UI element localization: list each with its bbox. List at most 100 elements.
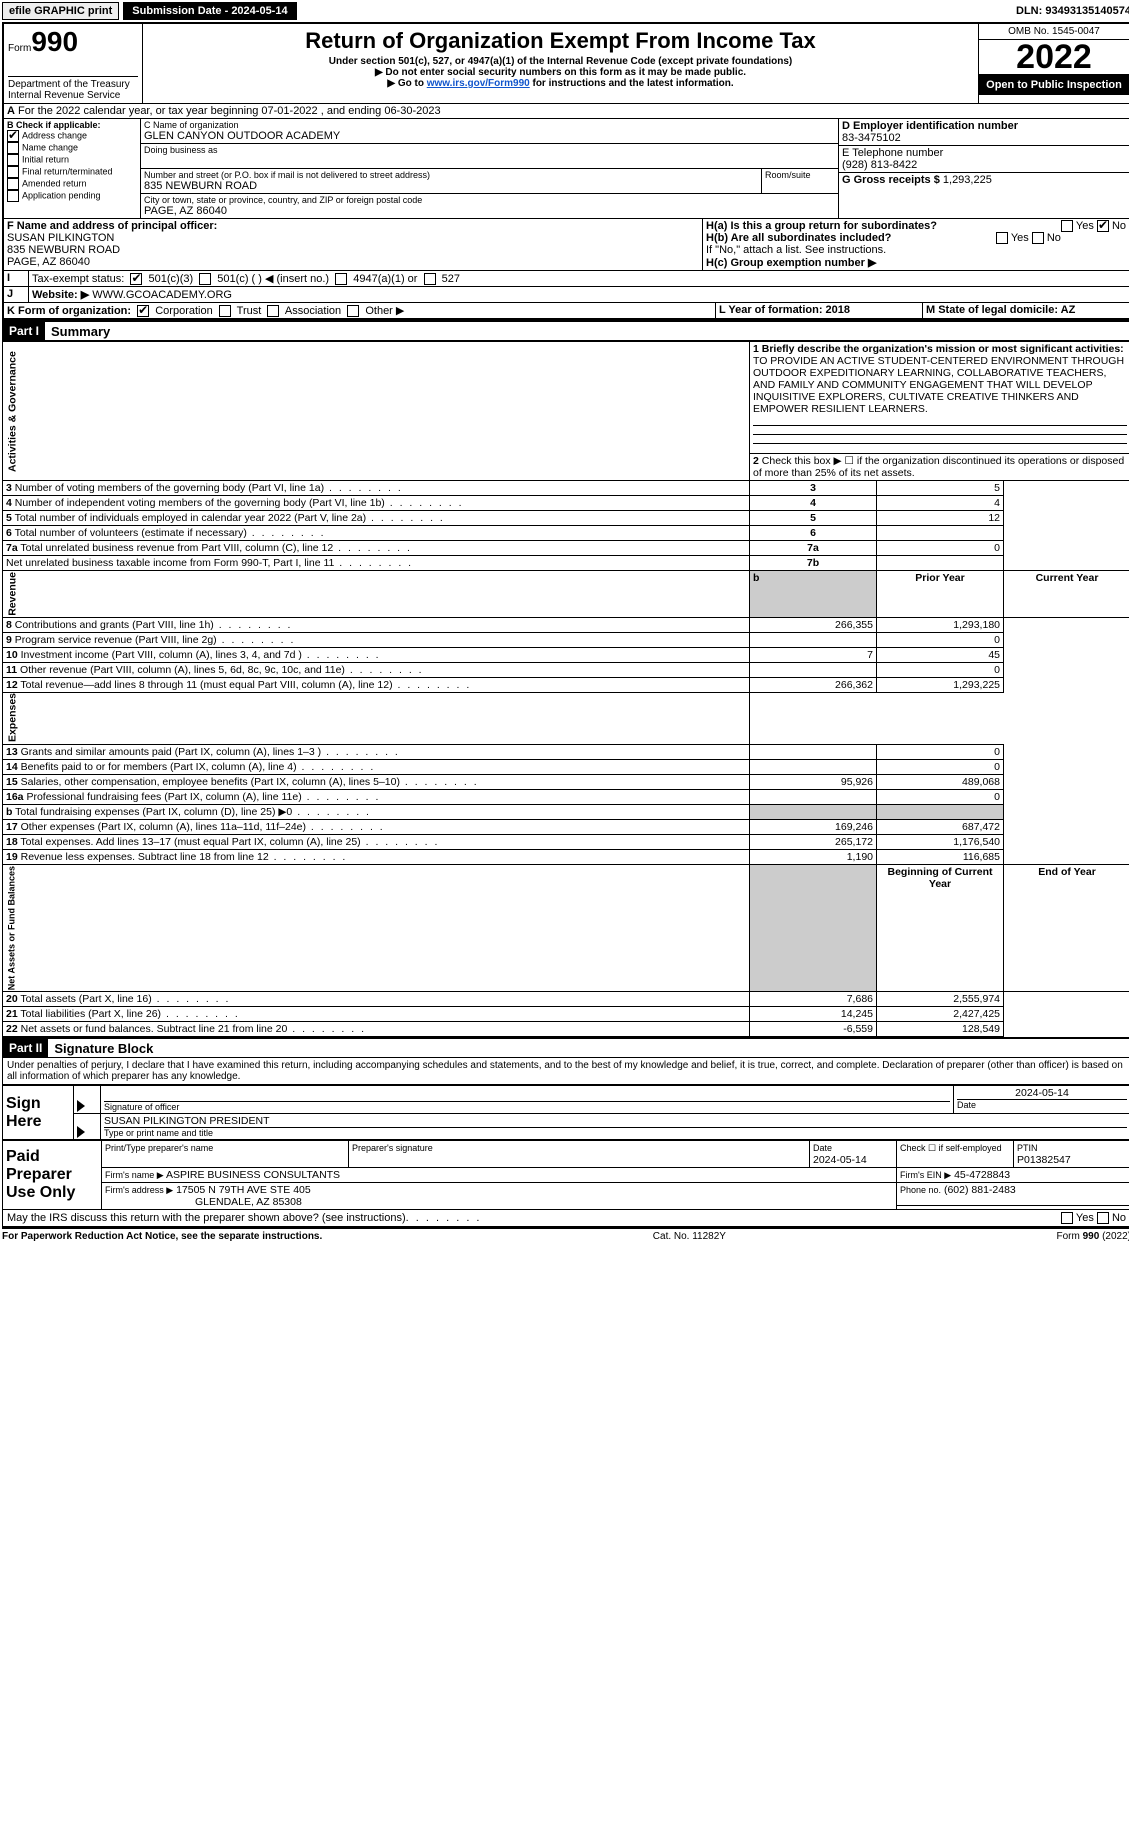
sign-here-label: Sign Here <box>3 1086 74 1140</box>
section-c: C Name of organization GLEN CANYON OUTDO… <box>141 119 839 219</box>
form-word: Form <box>8 43 31 54</box>
b-check-3[interactable] <box>7 166 19 178</box>
part1-tag: Part I <box>3 322 45 340</box>
i-opt-0[interactable] <box>130 273 142 285</box>
b-check-5[interactable] <box>7 190 19 202</box>
phone: (928) 813-8422 <box>842 159 917 171</box>
sign-tri-icon <box>77 1100 85 1112</box>
form-header: Form990 Department of the Treasury Inter… <box>2 22 1129 104</box>
i-opt-1[interactable] <box>199 273 211 285</box>
dln-label: DLN: 93493135140574 <box>1016 5 1129 17</box>
paid-preparer-table: Paid Preparer Use Only Print/Type prepar… <box>2 1140 1129 1210</box>
subtitle-2: ▶ Do not enter social security numbers o… <box>149 67 972 78</box>
irs-link[interactable]: www.irs.gov/Form990 <box>427 78 530 89</box>
discuss-yes[interactable] <box>1061 1212 1073 1224</box>
footer-mid: Cat. No. 11282Y <box>653 1231 726 1242</box>
hb-no[interactable] <box>1032 232 1044 244</box>
gross-receipts: 1,293,225 <box>943 174 992 186</box>
col-end: End of Year <box>1004 865 1129 992</box>
section-deg: D Employer identification number 83-3475… <box>839 119 1129 219</box>
section-f: F Name and address of principal officer:… <box>4 219 703 271</box>
g-label: G Gross receipts $ <box>842 174 940 186</box>
part2-header-row: Part II Signature Block <box>2 1037 1129 1058</box>
city-label: City or town, state or province, country… <box>144 195 835 205</box>
website: WWW.GCOACADEMY.ORG <box>92 289 232 301</box>
officer-addr: 835 NEWBURN ROAD <box>7 244 120 256</box>
hb-yes[interactable] <box>996 232 1008 244</box>
form-number-block: Form990 Department of the Treasury Inter… <box>4 24 143 103</box>
id-block: A For the 2022 calendar year, or tax yea… <box>2 104 1129 320</box>
i-marker: I <box>4 271 29 287</box>
city: PAGE, AZ 86040 <box>144 205 835 217</box>
firm-addr2: GLENDALE, AZ 85308 <box>195 1196 302 1208</box>
vlabel-net: Net Assets or Fund Balances <box>3 865 750 992</box>
discuss-no[interactable] <box>1097 1212 1109 1224</box>
section-k: K Form of organization: Corporation Trus… <box>4 303 716 318</box>
form-no: 990 <box>31 26 78 57</box>
subtitle-3: ▶ Go to www.irs.gov/Form990 for instruct… <box>149 78 972 89</box>
section-m: M State of legal domicile: AZ <box>923 303 1129 318</box>
b-check-1[interactable] <box>7 142 19 154</box>
header-right-block: OMB No. 1545-0047 2022 Open to Public In… <box>978 24 1129 103</box>
ha-yes[interactable] <box>1061 220 1073 232</box>
org-name: GLEN CANYON OUTDOOR ACADEMY <box>144 130 835 142</box>
col-curr: Current Year <box>1004 571 1129 618</box>
ein: 83-3475102 <box>842 132 901 144</box>
section-l: L Year of formation: 2018 <box>716 303 923 318</box>
k-opt-2[interactable] <box>267 305 279 317</box>
name-tri-icon <box>77 1126 85 1138</box>
k-opt-0[interactable] <box>137 305 149 317</box>
dba-label: Doing business as <box>144 145 835 155</box>
section-j: Website: ▶ WWW.GCOACADEMY.ORG <box>29 287 1129 303</box>
dept-treasury: Department of the Treasury <box>8 79 138 90</box>
b-check-0[interactable] <box>7 130 19 142</box>
q2: 2 Check this box ▶ ☐ if the organization… <box>750 454 1129 481</box>
date-label: Date <box>957 1099 1127 1110</box>
part1-title: Summary <box>45 324 110 339</box>
mission-text: TO PROVIDE AN ACTIVE STUDENT-CENTERED EN… <box>753 355 1124 415</box>
vlabel-exp: Expenses <box>3 692 750 744</box>
efile-badge: efile GRAPHIC print <box>2 2 119 20</box>
header-title-block: Return of Organization Exempt From Incom… <box>143 24 978 103</box>
q1: 1 Briefly describe the organization's mi… <box>750 342 1129 454</box>
part2-title: Signature Block <box>48 1041 153 1056</box>
footer: For Paperwork Reduction Act Notice, see … <box>2 1227 1129 1242</box>
sign-here-table: Sign Here Signature of officer 2024-05-1… <box>2 1085 1129 1140</box>
k-opt-3[interactable] <box>347 305 359 317</box>
part2-tag: Part II <box>3 1039 48 1057</box>
vlabel-gov: Activities & Governance <box>3 342 750 481</box>
addr: 835 NEWBURN ROAD <box>144 180 758 192</box>
section-i: Tax-exempt status: 501(c)(3) 501(c) ( ) … <box>29 271 1129 287</box>
b-marker: b <box>750 571 877 618</box>
firm-addr1: 17505 N 79TH AVE STE 405 <box>176 1184 311 1196</box>
officer-name: SUSAN PILKINGTON <box>7 232 114 244</box>
section-h: H(a) Is this a group return for subordin… <box>703 219 1129 271</box>
subtitle-1: Under section 501(c), 527, or 4947(a)(1)… <box>149 56 972 67</box>
addr-label: Number and street (or P.O. box if mail i… <box>144 170 758 180</box>
part1-header-row: Part I Summary <box>2 320 1129 341</box>
paid-preparer-label: Paid Preparer Use Only <box>3 1141 102 1210</box>
e-label: E Telephone number <box>842 147 943 159</box>
efile-topbar: efile GRAPHIC print Submission Date - 20… <box>2 2 1129 20</box>
i-opt-3[interactable] <box>424 273 436 285</box>
dept-irs: Internal Revenue Service <box>8 90 138 101</box>
i-opt-2[interactable] <box>335 273 347 285</box>
part1-table: Activities & Governance 1 Briefly descri… <box>2 341 1129 1037</box>
discuss-row: May the IRS discuss this return with the… <box>2 1210 1129 1227</box>
form-title: Return of Organization Exempt From Incom… <box>149 28 972 54</box>
b-check-2[interactable] <box>7 154 19 166</box>
c-name-label: C Name of organization <box>144 120 835 130</box>
b-check-4[interactable] <box>7 178 19 190</box>
j-marker: J <box>4 287 29 303</box>
officer-city: PAGE, AZ 86040 <box>7 256 90 268</box>
footer-right: Form 990 (2022) <box>1057 1231 1129 1242</box>
k-opt-1[interactable] <box>219 305 231 317</box>
ha-no[interactable] <box>1097 220 1109 232</box>
line-a: A For the 2022 calendar year, or tax yea… <box>4 104 1129 119</box>
room-label: Room/suite <box>765 170 835 180</box>
footer-left: For Paperwork Reduction Act Notice, see … <box>2 1231 322 1242</box>
firm-name: ASPIRE BUSINESS CONSULTANTS <box>166 1169 340 1181</box>
sig-officer-label: Signature of officer <box>104 1101 950 1112</box>
submission-date-button[interactable]: Submission Date - 2024-05-14 <box>123 2 296 20</box>
col-prior: Prior Year <box>877 571 1004 618</box>
